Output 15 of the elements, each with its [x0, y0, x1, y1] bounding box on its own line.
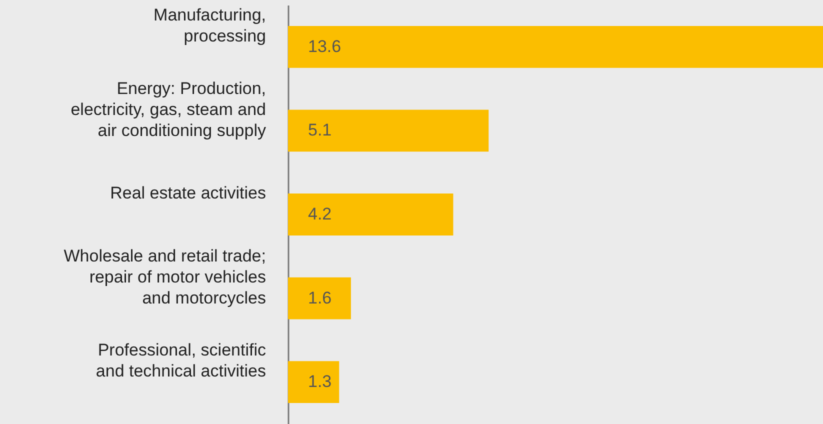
bar	[288, 110, 489, 152]
y-tick-label: Wholesale and retail trade; repair of motor vehicles and motorcycles	[64, 246, 266, 308]
data-label: 1.6	[308, 288, 332, 308]
bar	[288, 194, 454, 236]
data-label: 5.1	[308, 120, 332, 140]
bar	[288, 277, 351, 320]
y-tick-label: Manufacturing, processing	[154, 5, 266, 46]
y-tick-label: Real estate activities	[110, 184, 266, 203]
data-label: 13.6	[308, 36, 342, 56]
bar	[288, 26, 823, 68]
data-label: 4.2	[308, 204, 332, 224]
bar	[288, 361, 340, 404]
y-tick-label: Energy: Production, electricity, gas, steam and air conditioning supply	[70, 78, 266, 140]
data-label: 1.3	[308, 372, 332, 392]
y-tick-label: Professional, scientific and technical activities	[96, 340, 266, 381]
